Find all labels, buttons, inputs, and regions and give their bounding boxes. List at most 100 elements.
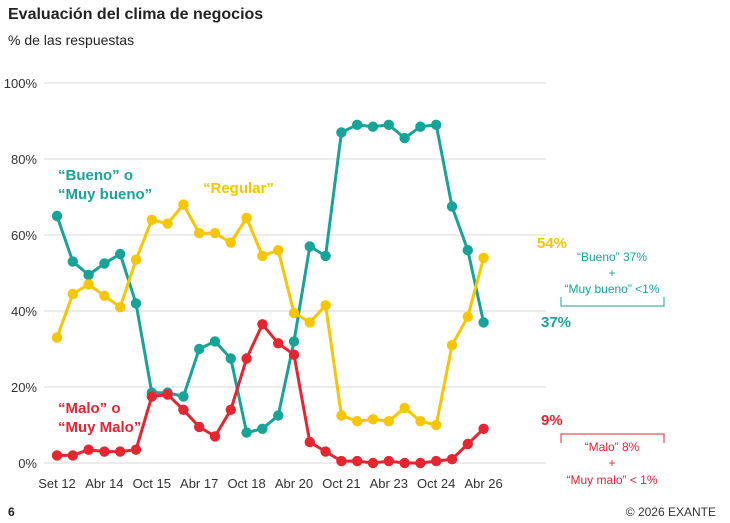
data-point-malo <box>209 431 221 442</box>
data-point-malo <box>83 444 94 455</box>
data-point-malo <box>241 353 252 364</box>
data-point-malo <box>304 436 315 448</box>
data-point-malo <box>462 438 473 450</box>
x-tick-label: Abr 20 <box>275 476 313 491</box>
data-point-regular <box>399 402 410 414</box>
series-line-regular <box>55 203 486 427</box>
data-point-regular <box>115 302 126 313</box>
series-name-malo: “Malo” o <box>58 400 121 417</box>
x-tick-label: Oct 21 <box>322 476 360 491</box>
data-point-regular <box>99 290 110 301</box>
note-bueno-line3: “Muy bueno” <1% <box>564 282 659 296</box>
data-point-malo <box>194 421 205 433</box>
data-point-malo <box>446 454 458 465</box>
x-tick-label: Abr 23 <box>370 476 408 491</box>
data-point-bueno <box>352 119 363 130</box>
chart-subtitle: % de las respuestas <box>8 32 135 48</box>
data-point-regular <box>83 279 94 290</box>
data-point-malo <box>178 404 189 415</box>
data-point-regular <box>446 340 458 351</box>
x-tick-label: Oct 15 <box>133 476 171 491</box>
data-point-regular <box>336 410 347 421</box>
x-tick-label: Abr 14 <box>85 476 123 491</box>
data-point-malo <box>478 423 489 434</box>
data-point-malo <box>115 446 126 457</box>
y-tick-label: 40% <box>11 304 37 319</box>
x-tick-label: Abr 26 <box>464 476 502 491</box>
chart-title: Evaluación del clima de negocios <box>8 6 264 23</box>
data-point-bueno <box>415 121 426 132</box>
data-point-regular <box>320 300 331 311</box>
data-point-bueno <box>225 353 236 364</box>
note-malo-line1: “Malo” 8% <box>585 440 640 454</box>
data-point-regular <box>383 416 394 427</box>
x-tick-label: Oct 18 <box>227 476 265 491</box>
data-point-bueno <box>241 427 252 438</box>
data-point-bueno <box>383 119 394 130</box>
x-tick-label: Oct 24 <box>417 476 455 491</box>
x-axis-ticks: Set 12 Abr 14 Oct 15 Abr 17 Oct 18 Abr 20 Oct … <box>38 476 503 491</box>
data-point-malo <box>320 446 331 457</box>
page-number: 6 <box>8 505 15 519</box>
data-point-bueno <box>257 423 268 434</box>
series-lines <box>55 123 486 465</box>
data-point-bueno <box>130 298 142 309</box>
data-point-malo <box>225 404 236 415</box>
note-bueno-line1: “Bueno” 37% <box>577 250 647 264</box>
data-point-regular <box>209 227 221 239</box>
data-point-malo <box>130 444 142 455</box>
data-point-regular <box>51 332 63 343</box>
end-value-regular: 54% <box>537 235 567 252</box>
data-point-bueno <box>67 256 79 267</box>
series-name-malo: “Muy Malo” <box>58 419 141 436</box>
y-axis-ticks: 0% 20% 40% 60% 80% 100% <box>4 76 38 471</box>
data-point-bueno <box>273 410 284 421</box>
data-point-malo <box>399 457 410 469</box>
series-labels: “Bueno” o “Muy bueno” “Regular” “Malo” o “Mu… <box>58 167 660 487</box>
x-tick-label: Set 12 <box>38 476 76 491</box>
data-point-malo <box>146 391 157 402</box>
series-points <box>51 119 489 469</box>
data-point-regular <box>415 416 426 427</box>
y-tick-label: 20% <box>11 380 37 395</box>
y-tick-label: 80% <box>11 152 37 167</box>
data-point-bueno <box>336 127 347 138</box>
data-point-bueno <box>115 248 126 260</box>
bueno-note-bracket <box>560 297 665 307</box>
data-point-malo <box>383 455 394 467</box>
data-point-malo <box>162 389 173 400</box>
malo-note-bracket <box>560 433 665 443</box>
data-point-regular <box>225 237 236 248</box>
data-point-regular <box>431 419 442 431</box>
data-point-regular <box>67 288 79 300</box>
series-name-regular: “Regular” <box>203 180 274 197</box>
data-point-malo <box>99 446 110 457</box>
data-point-bueno <box>446 201 458 212</box>
data-point-bueno <box>51 210 63 222</box>
data-point-bueno <box>288 336 300 347</box>
grid-lines <box>44 82 546 464</box>
data-point-regular <box>162 218 173 229</box>
data-point-malo <box>288 349 300 360</box>
data-point-malo <box>415 457 426 469</box>
data-point-malo <box>336 455 347 467</box>
data-point-bueno <box>83 269 94 281</box>
data-point-bueno <box>478 317 489 328</box>
data-point-bueno <box>399 132 410 144</box>
series-name-bueno: “Bueno” o <box>58 167 133 184</box>
data-point-regular <box>178 199 189 210</box>
y-tick-label: 0% <box>18 456 37 471</box>
data-point-malo <box>51 450 63 461</box>
data-point-regular <box>257 250 268 262</box>
data-point-bueno <box>431 119 442 130</box>
data-point-malo <box>257 319 268 330</box>
series-name-bueno: “Muy bueno” <box>58 186 152 203</box>
y-tick-label: 100% <box>4 76 38 91</box>
data-point-regular <box>304 317 315 328</box>
data-point-regular <box>478 252 489 263</box>
data-point-regular <box>352 416 363 427</box>
data-point-bueno <box>194 343 205 355</box>
data-point-bueno <box>209 336 221 347</box>
data-point-bueno <box>99 258 110 269</box>
data-point-malo <box>352 455 363 467</box>
